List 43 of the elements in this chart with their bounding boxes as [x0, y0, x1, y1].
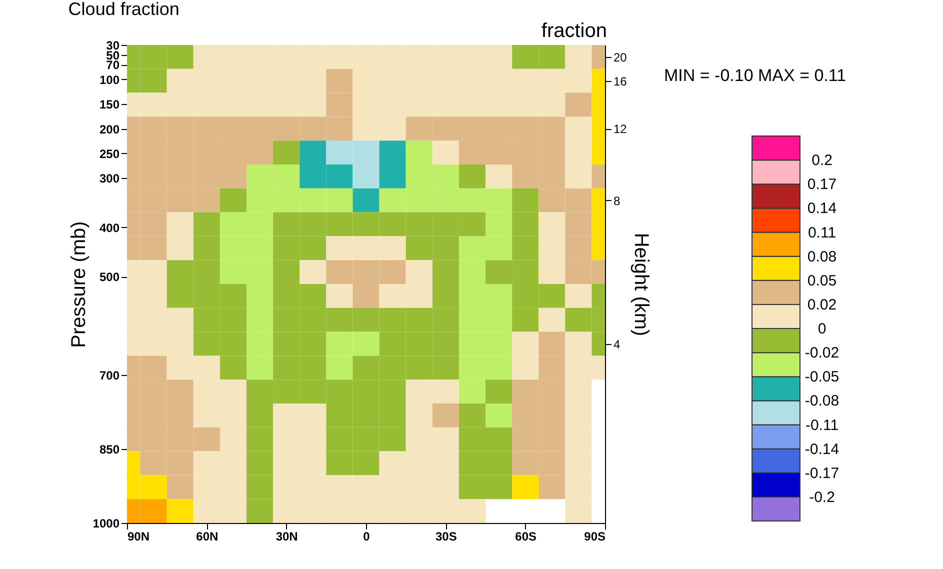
- y-tick-label: 850: [99, 442, 120, 457]
- y-tick-label: 30: [106, 38, 120, 52]
- color-bar-label: 0.2: [812, 152, 832, 170]
- text: fraction: [541, 20, 607, 42]
- color-bar-label: 0.05: [807, 272, 837, 290]
- y-axis-title: Pressure (mb): [68, 221, 90, 348]
- y-tick-label: 1000: [92, 516, 120, 530]
- category-label: 12: [614, 122, 627, 136]
- y-tick-label: 150: [99, 98, 120, 112]
- y2-axis-title: Height (km): [630, 232, 652, 336]
- color-bar-label: -0.11: [805, 416, 839, 434]
- color-bar-label: -0.14: [804, 440, 840, 458]
- x-tick-label: 0: [363, 530, 370, 544]
- y-tick-label: 700: [99, 368, 120, 383]
- color-bar-label: -0.17: [804, 464, 840, 482]
- category-label: 8: [614, 194, 620, 208]
- color-bar-label: 0.14: [807, 200, 837, 218]
- color-bar-label: -0.05: [804, 368, 840, 386]
- x-tick-label: 30N: [276, 530, 298, 544]
- x-tick-label: 60S: [515, 530, 537, 544]
- y-tick-label: 500: [99, 270, 120, 284]
- color-bar-label: -0.2: [809, 488, 835, 506]
- x-tick-label: 60N: [196, 530, 218, 544]
- color-bar-label: 0.11: [808, 224, 836, 242]
- x-tick-label: 90S: [584, 530, 606, 544]
- category-label: 16: [614, 74, 627, 88]
- category-label: 20: [614, 50, 627, 64]
- color-bar-label: 0.02: [807, 296, 837, 314]
- text: MIN = -0.10 MAX = 0.11: [664, 66, 846, 85]
- color-bar-label: -0.08: [804, 392, 840, 410]
- y-tick-label: 400: [99, 220, 120, 235]
- y-tick-label: 250: [99, 146, 120, 161]
- chart-title: Cloud fraction: [68, 0, 180, 19]
- y-tick-label: 100: [99, 72, 120, 87]
- y-tick-label: 200: [99, 122, 120, 136]
- x-tick-label: 30S: [435, 530, 457, 544]
- color-bar-label: 0.17: [807, 176, 837, 194]
- y-tick-label: 300: [99, 172, 120, 186]
- category-label: 4: [614, 337, 620, 352]
- color-bar-label: -0.02: [804, 344, 840, 362]
- x-tick-label: 90N: [128, 530, 150, 544]
- color-bar-label: 0.08: [807, 248, 837, 266]
- color-bar-label: 0: [818, 320, 826, 338]
